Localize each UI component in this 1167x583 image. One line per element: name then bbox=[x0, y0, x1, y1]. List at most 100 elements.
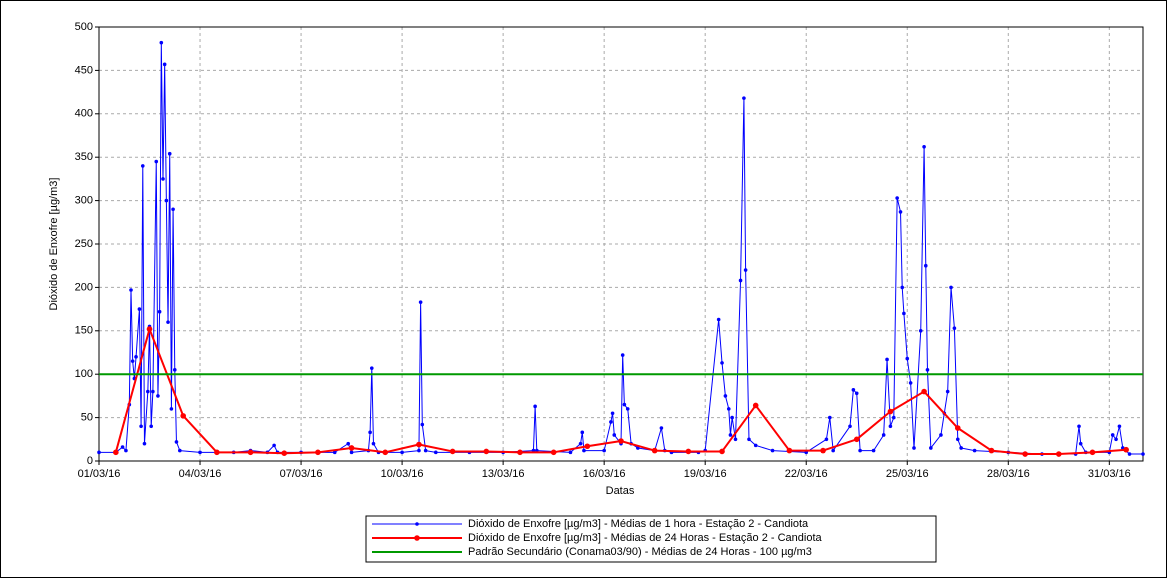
data-point bbox=[622, 402, 627, 407]
data-point bbox=[400, 450, 404, 455]
data-point bbox=[137, 307, 142, 311]
data-point bbox=[142, 441, 147, 446]
data-point bbox=[854, 391, 859, 396]
data-point bbox=[753, 443, 758, 448]
data-point bbox=[568, 450, 573, 455]
data-point bbox=[828, 415, 832, 420]
data-point bbox=[214, 449, 220, 456]
data-point bbox=[900, 285, 905, 290]
data-point bbox=[139, 424, 143, 429]
data-point bbox=[156, 394, 160, 398]
data-point bbox=[1123, 446, 1129, 453]
data-point bbox=[851, 388, 856, 392]
data-point bbox=[887, 408, 894, 415]
data-point bbox=[1127, 452, 1132, 456]
data-point bbox=[902, 311, 906, 316]
data-point bbox=[871, 448, 876, 453]
data-point bbox=[166, 320, 170, 324]
data-point bbox=[618, 438, 624, 444]
data-point bbox=[416, 441, 422, 448]
data-point bbox=[162, 62, 167, 67]
data-point bbox=[659, 426, 664, 430]
data-point bbox=[167, 151, 172, 156]
y-tick-label: 300 bbox=[75, 195, 93, 207]
data-point bbox=[891, 415, 896, 420]
data-point bbox=[820, 447, 826, 454]
data-point bbox=[154, 159, 159, 164]
data-point bbox=[1022, 451, 1028, 457]
data-point bbox=[625, 407, 630, 411]
data-point bbox=[582, 448, 586, 453]
data-point bbox=[972, 448, 977, 453]
y-tick-label: 0 bbox=[87, 455, 93, 467]
data-point bbox=[1056, 451, 1062, 457]
data-point bbox=[171, 207, 175, 212]
data-point bbox=[651, 447, 658, 454]
data-point bbox=[918, 329, 923, 333]
data-point bbox=[945, 389, 950, 394]
data-point bbox=[346, 441, 351, 446]
x-tick-label: 10/03/16 bbox=[381, 468, 424, 480]
data-point bbox=[120, 445, 125, 449]
legend-label: Dióxido de Enxofre [µg/m3] - Médias de 2… bbox=[468, 532, 823, 544]
data-point bbox=[449, 448, 456, 455]
data-point bbox=[349, 450, 354, 455]
y-tick-label: 200 bbox=[75, 281, 93, 293]
data-point bbox=[433, 450, 438, 455]
data-point bbox=[348, 445, 355, 451]
data-point bbox=[728, 433, 733, 437]
data-point bbox=[423, 448, 428, 453]
data-point bbox=[130, 359, 135, 363]
x-tick-label: 25/03/16 bbox=[886, 468, 929, 480]
data-point bbox=[908, 381, 913, 385]
x-tick-label: 22/03/16 bbox=[785, 468, 828, 480]
data-point bbox=[159, 40, 164, 45]
data-point bbox=[716, 317, 721, 322]
data-point bbox=[578, 441, 583, 446]
data-point bbox=[610, 411, 615, 416]
data-point bbox=[939, 433, 943, 437]
legend-marker bbox=[414, 535, 420, 541]
data-point bbox=[685, 448, 692, 455]
data-point bbox=[612, 433, 617, 437]
data-point bbox=[786, 447, 793, 454]
x-tick-label: 28/03/16 bbox=[987, 468, 1030, 480]
data-point bbox=[620, 353, 625, 357]
data-point bbox=[149, 424, 153, 429]
data-point bbox=[881, 433, 886, 437]
data-point bbox=[1077, 424, 1081, 429]
data-point bbox=[743, 268, 748, 272]
data-point bbox=[888, 424, 893, 429]
data-point bbox=[929, 446, 933, 450]
data-point bbox=[720, 361, 724, 365]
x-tick-label: 16/03/16 bbox=[583, 468, 626, 480]
data-point bbox=[420, 422, 425, 427]
series-line bbox=[99, 42, 1143, 455]
data-point bbox=[1114, 437, 1118, 442]
plot-border bbox=[98, 26, 1144, 462]
data-point bbox=[517, 449, 523, 456]
data-point bbox=[180, 413, 186, 419]
data-point bbox=[923, 263, 928, 268]
data-point bbox=[959, 446, 963, 450]
data-point bbox=[272, 443, 276, 448]
y-axis-label: Dióxido de Enxofre [µg/m3] bbox=[48, 178, 60, 311]
data-point bbox=[742, 96, 746, 100]
data-point bbox=[831, 448, 835, 453]
data-point bbox=[369, 366, 374, 370]
data-point bbox=[885, 357, 889, 362]
data-point bbox=[752, 402, 759, 409]
data-point bbox=[174, 440, 179, 444]
data-point bbox=[483, 448, 490, 455]
legend-marker bbox=[415, 522, 419, 526]
data-point bbox=[134, 355, 138, 359]
data-point bbox=[921, 388, 927, 395]
data-point bbox=[988, 447, 995, 454]
data-point bbox=[146, 389, 150, 394]
data-point bbox=[584, 443, 591, 450]
data-point bbox=[157, 309, 162, 314]
data-point bbox=[281, 450, 288, 456]
legend-label: Padrão Secundário (Conama03/90) - Médias… bbox=[468, 546, 812, 558]
data-point bbox=[912, 446, 916, 450]
